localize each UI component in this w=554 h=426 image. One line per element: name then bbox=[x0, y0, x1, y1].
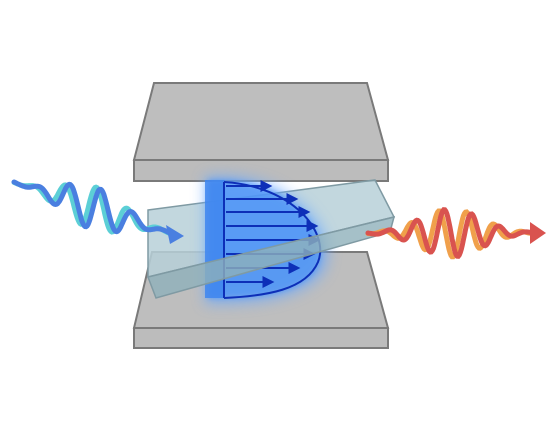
top-plate bbox=[132, 82, 390, 182]
outgoing-wave-icon bbox=[365, 207, 546, 260]
incoming-wave-icon bbox=[11, 179, 184, 244]
